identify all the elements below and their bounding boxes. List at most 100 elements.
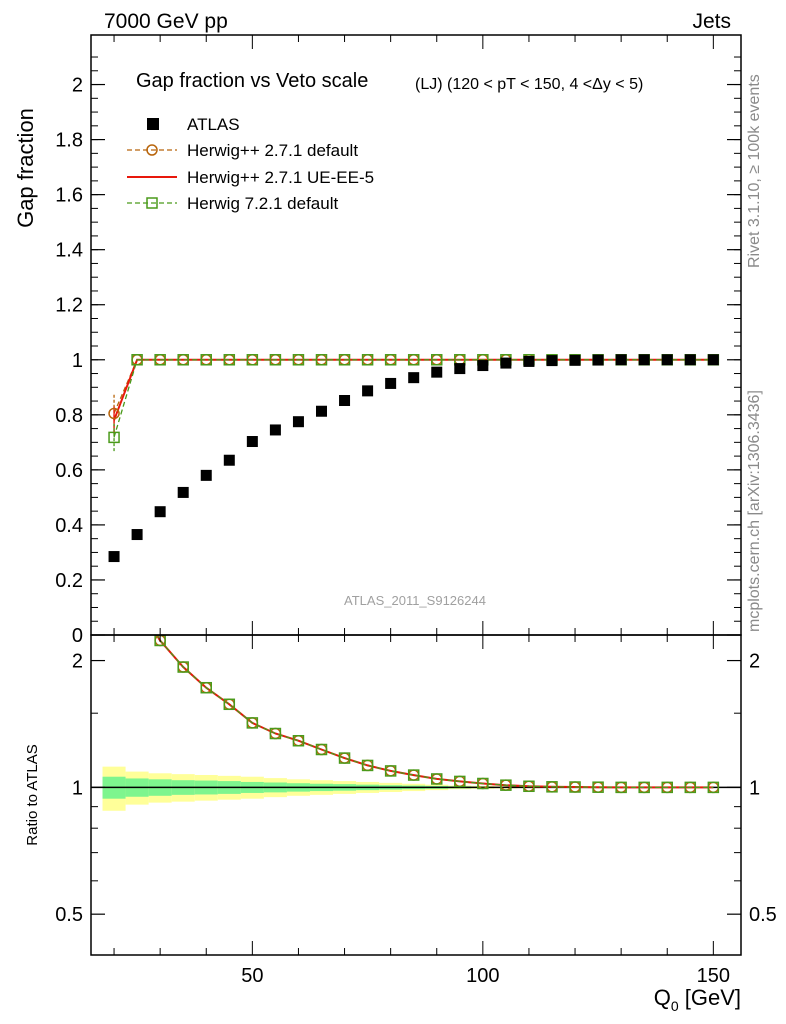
atlas-point — [569, 354, 581, 366]
ratio-uncertainty-band — [91, 766, 741, 811]
ratio-tick-label-right: 1 — [749, 777, 760, 799]
ratio-marker-1 — [132, 598, 142, 608]
ratio-marker-3 — [223, 698, 236, 711]
ratio-marker-3 — [661, 781, 673, 794]
y-tick-label: 1.2 — [55, 295, 83, 317]
atlas-point — [500, 357, 512, 369]
legend-marker — [146, 197, 158, 209]
ratio-marker-3 — [177, 661, 189, 673]
atlas-point — [523, 355, 535, 367]
x-axis-label-main: Q — [654, 985, 671, 1010]
series-marker-3 — [223, 354, 236, 366]
atlas-point — [292, 416, 304, 428]
ratio-marker-3 — [569, 781, 581, 793]
x-axis-label-sub: 0 — [671, 998, 679, 1014]
ratio-marker-3 — [477, 777, 489, 790]
y-tick-label: 0.6 — [55, 460, 83, 482]
atlas-point — [269, 424, 281, 436]
atlas-point — [108, 551, 120, 563]
legend-marker — [146, 144, 158, 156]
ratio-marker-3 — [361, 759, 374, 772]
series-line-1 — [113, 359, 714, 414]
atlas-point — [154, 506, 166, 518]
x-tick-label: 50 — [241, 965, 263, 987]
legend-label: Herwig 7.2.1 default — [187, 194, 338, 213]
series-marker-3 — [200, 354, 212, 366]
x-axis-label: Q0 [GeV] — [654, 985, 741, 1014]
atlas-point — [477, 360, 489, 372]
atlas-point — [615, 354, 627, 366]
ratio-marker-3 — [338, 752, 351, 764]
ratio-marker-3 — [592, 781, 604, 793]
ratio-tick-label-right: 2 — [749, 651, 760, 673]
ratio-marker-3 — [292, 734, 305, 747]
y-tick-label: 1 — [72, 350, 83, 372]
legend-marker-atlas — [147, 118, 159, 130]
atlas-point — [661, 354, 673, 366]
atlas-point — [592, 354, 604, 366]
y-tick-label: 1.8 — [55, 130, 83, 152]
header-right: Jets — [692, 10, 731, 33]
y-tick-label: 1.6 — [55, 185, 83, 207]
y-tick-label: 0.8 — [55, 405, 83, 427]
ratio-y-axis-label: Ratio to ATLAS — [24, 744, 41, 845]
ratio-marker-3 — [707, 781, 720, 794]
ratio-marker-3 — [546, 781, 558, 793]
ratio-line-2 — [155, 635, 714, 789]
ratio-marker-3 — [638, 781, 650, 794]
y-tick-label: 2 — [72, 75, 83, 97]
y-tick-label: 0 — [72, 625, 83, 647]
rivet-version-label: Rivet 3.1.10, ≥ 100k events — [746, 74, 763, 268]
atlas-point — [431, 366, 443, 378]
ratio-tick-label-right: 0.5 — [749, 904, 777, 926]
ratio-marker-3 — [384, 765, 397, 777]
atlas-point — [131, 529, 143, 541]
series-marker-3 — [269, 354, 282, 366]
series-marker-3 — [407, 354, 420, 366]
ratio-marker-3 — [454, 775, 466, 788]
series-marker-3 — [108, 431, 120, 444]
watermark: ATLAS_2011_S9126244 — [344, 593, 486, 608]
ratio-marker-3 — [430, 773, 443, 785]
ratio-marker-1 — [109, 592, 119, 602]
ratio-marker-3 — [200, 681, 212, 694]
atlas-point — [454, 363, 466, 375]
series-marker-3 — [361, 354, 374, 366]
y-tick-label: 0.2 — [55, 570, 83, 592]
series-marker-3 — [154, 354, 166, 366]
ratio-plot-area — [109, 592, 720, 794]
series-line-2 — [113, 358, 714, 421]
atlas-point — [315, 405, 327, 417]
x-tick-label: 150 — [697, 965, 730, 987]
series-marker-3 — [131, 354, 143, 366]
atlas-point — [684, 354, 696, 366]
main-plot-area — [108, 354, 720, 563]
y-tick-label: 1.4 — [55, 240, 83, 262]
series-marker-1 — [108, 407, 120, 420]
chart-subtitle: (LJ) (120 < pT < 150, 4 <Δy < 5) — [415, 76, 643, 93]
y-tick-label: 0.4 — [55, 515, 83, 537]
legend-label: Herwig++ 2.7.1 UE-EE-5 — [187, 168, 374, 187]
ratio-tick-label: 2 — [72, 651, 83, 673]
header-left: 7000 GeV pp — [104, 10, 228, 33]
ratio-marker-3 — [269, 727, 282, 740]
atlas-point — [339, 395, 351, 407]
ratio-marker-3 — [684, 781, 697, 794]
atlas-point — [638, 354, 650, 366]
legend: ATLAS Herwig++ 2.7.1 default Herwig++ 2.7.… — [127, 115, 374, 213]
series-marker-3 — [338, 354, 351, 366]
series-line-3 — [113, 359, 714, 438]
ratio-tick-label: 0.5 — [55, 904, 83, 926]
atlas-point — [385, 377, 397, 389]
atlas-point — [408, 372, 420, 384]
legend-label: ATLAS — [187, 115, 240, 134]
atlas-point — [707, 354, 719, 366]
legend-label: Herwig++ 2.7.1 default — [187, 141, 358, 160]
ratio-marker-3 — [315, 743, 328, 756]
chart-title: Gap fraction vs Veto scale — [136, 70, 368, 92]
ratio-line-3 — [155, 635, 714, 789]
atlas-point — [546, 355, 558, 367]
series-marker-3 — [315, 354, 328, 366]
series-marker-3 — [384, 354, 397, 366]
